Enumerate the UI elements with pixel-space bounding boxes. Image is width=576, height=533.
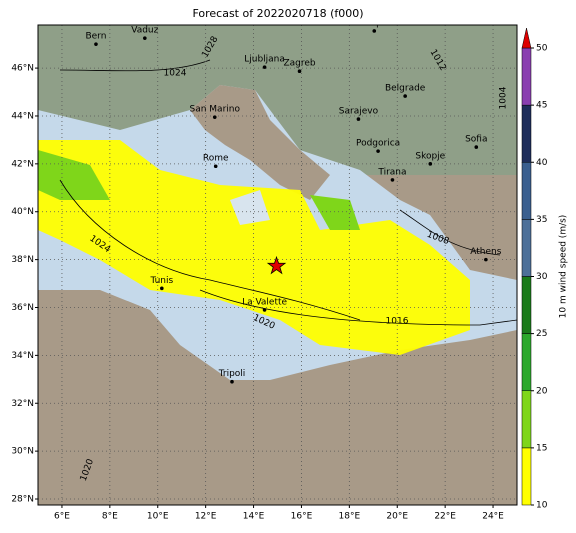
- city-dot: [484, 257, 488, 262]
- colorbar-segment: [521, 447, 532, 506]
- x-tick-label: 22°E: [434, 512, 456, 522]
- colorbar-segment: [521, 219, 532, 277]
- wind-area: [38, 150, 110, 200]
- city-dot: [403, 94, 407, 98]
- x-tick-label: 8°E: [102, 512, 118, 522]
- colorbar-segment: [521, 162, 532, 220]
- colorbar-tick-label: 45: [536, 101, 547, 111]
- city-dot: [390, 178, 395, 182]
- city-label: Tirana: [377, 167, 406, 177]
- city-label: Skopje: [415, 151, 445, 161]
- city-dot: [428, 162, 433, 166]
- isobar-label: 1024: [164, 69, 187, 79]
- city-dot: [160, 286, 164, 291]
- colorbar-segment: [521, 276, 532, 334]
- colorbar-segment: [521, 104, 532, 163]
- city-dot: [94, 42, 98, 46]
- map-frame: [37, 24, 518, 506]
- isobar-label: 1016: [386, 317, 409, 327]
- y-tick-label: 34°N: [11, 351, 34, 361]
- y-tick-label: 46°N: [11, 64, 34, 74]
- city-label: La Valette: [242, 297, 287, 307]
- isobar-line: [199, 289, 517, 326]
- city-dot: [372, 29, 377, 33]
- city-label: Zagreb: [283, 59, 315, 69]
- city-label: Rome: [203, 154, 229, 164]
- x-tick-label: 20°E: [386, 512, 408, 522]
- x-tick-label: 16°E: [291, 512, 313, 522]
- colorbar-label: 10 m wind speed (m/s): [559, 215, 569, 319]
- colorbar-tick-label: 25: [536, 329, 547, 339]
- city-label: Vaduz: [131, 26, 158, 36]
- city-dot: [297, 69, 302, 74]
- colorbar-tick-label: 40: [536, 158, 548, 168]
- colorbar-tick-label: 15: [536, 443, 547, 453]
- city-label: Podgorica: [356, 139, 400, 149]
- x-tick-label: 6°E: [54, 512, 70, 522]
- colorbar-tick-label: 20: [536, 386, 548, 396]
- city-dot: [474, 145, 479, 149]
- city-dot: [143, 36, 147, 40]
- city-label: Belgrade: [385, 84, 426, 94]
- location-marker: [266, 255, 287, 275]
- x-tick-label: 10°E: [147, 512, 169, 522]
- city-dot: [262, 65, 267, 69]
- city-dot: [212, 115, 217, 119]
- city-label: Athens: [470, 247, 501, 257]
- isobar-label: 1004: [499, 86, 509, 109]
- y-tick-label: 32°N: [11, 399, 34, 409]
- city-dot: [213, 164, 218, 169]
- italy: [190, 85, 330, 200]
- y-tick-label: 36°N: [11, 303, 34, 313]
- y-tick-label: 40°N: [11, 207, 34, 217]
- y-tick-label: 44°N: [11, 111, 34, 121]
- city-dot: [262, 308, 267, 312]
- city-label: Sarajevo: [339, 107, 379, 117]
- colorbar-segment: [521, 390, 532, 449]
- city-label: Ljubljana: [244, 55, 285, 65]
- title: Forecast of 2022020718 (f000): [192, 7, 363, 20]
- colorbar-tick-label: 30: [536, 272, 548, 282]
- colorbar-tick-label: 50: [536, 44, 548, 54]
- x-tick-label: 14°E: [243, 512, 265, 522]
- colorbar-tick-label: 10: [536, 501, 548, 511]
- y-tick-label: 30°N: [11, 447, 34, 457]
- city-label: Tunis: [149, 276, 173, 286]
- colorbar-segment: [521, 47, 532, 106]
- city-dot: [230, 379, 234, 384]
- y-tick-label: 42°N: [11, 159, 34, 169]
- isobar-line: [59, 59, 211, 72]
- city-label: Bern: [85, 32, 106, 42]
- x-tick-label: 18°E: [339, 512, 361, 522]
- city-label: San Marino: [190, 105, 241, 115]
- x-tick-label: 24°E: [482, 512, 504, 522]
- colorbar-tick-label: 35: [536, 215, 547, 225]
- city-label: Tripoli: [218, 369, 246, 379]
- y-tick-label: 38°N: [11, 255, 34, 265]
- y-tick-label: 28°N: [11, 495, 34, 505]
- city-dot: [376, 149, 380, 153]
- isobar-line: [59, 179, 361, 321]
- wind-area: [310, 195, 360, 230]
- calm-area: [230, 190, 270, 225]
- colorbar-segment: [521, 333, 532, 391]
- city-dot: [356, 117, 361, 121]
- city-label: Sofia: [465, 135, 487, 145]
- city-label: Budapest: [353, 18, 396, 28]
- isobar-line: [399, 209, 501, 256]
- wind-area: [38, 140, 470, 355]
- x-tick-label: 12°E: [195, 512, 217, 522]
- colorbar-extend: [521, 27, 532, 49]
